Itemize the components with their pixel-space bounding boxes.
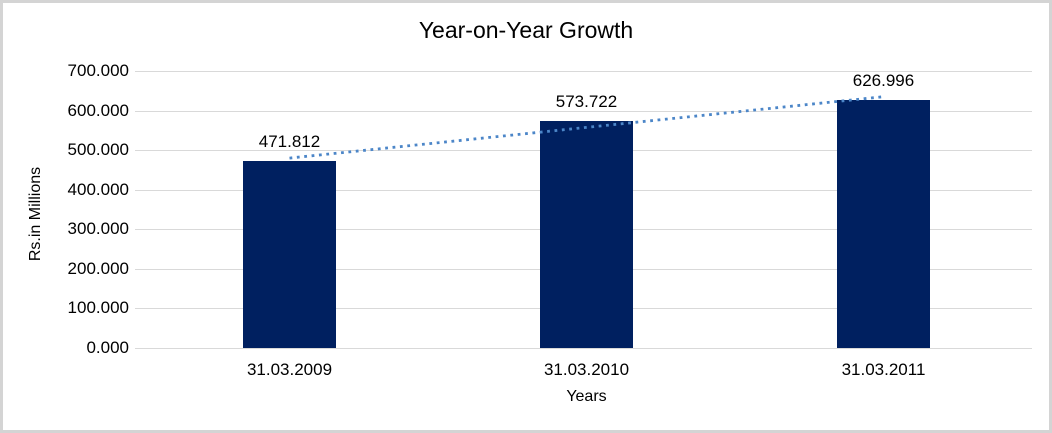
x-axis-tick-label: 31.03.2010	[543, 360, 630, 379]
bar	[243, 161, 336, 348]
bar	[540, 120, 633, 348]
y-axis-tick-label: 0.000	[86, 338, 129, 357]
y-axis-tick-label: 300.000	[67, 219, 129, 239]
chart-title: Year-on-Year Growth	[418, 17, 634, 43]
y-axis-tick-label: 600.000	[67, 100, 129, 120]
y-axis-tick-label: 500.000	[67, 140, 129, 160]
gridline	[135, 348, 1032, 349]
gridline	[135, 71, 1032, 72]
x-axis-title: Years	[566, 388, 607, 405]
x-axis-tick-label: 31.03.2009	[246, 360, 333, 379]
bar	[837, 99, 930, 348]
y-axis-tick-label: 200.000	[67, 258, 129, 278]
y-axis-tick-label: 400.000	[67, 179, 129, 199]
bar-data-label: 626.996	[852, 70, 915, 90]
y-axis-tick-label: 700.000	[67, 61, 129, 80]
y-axis-tick-label: 100.000	[67, 298, 129, 318]
bar-data-label: 471.812	[258, 132, 321, 152]
x-axis-tick-label: 31.03.2011	[841, 360, 926, 379]
bar-data-label: 573.722	[555, 91, 618, 111]
